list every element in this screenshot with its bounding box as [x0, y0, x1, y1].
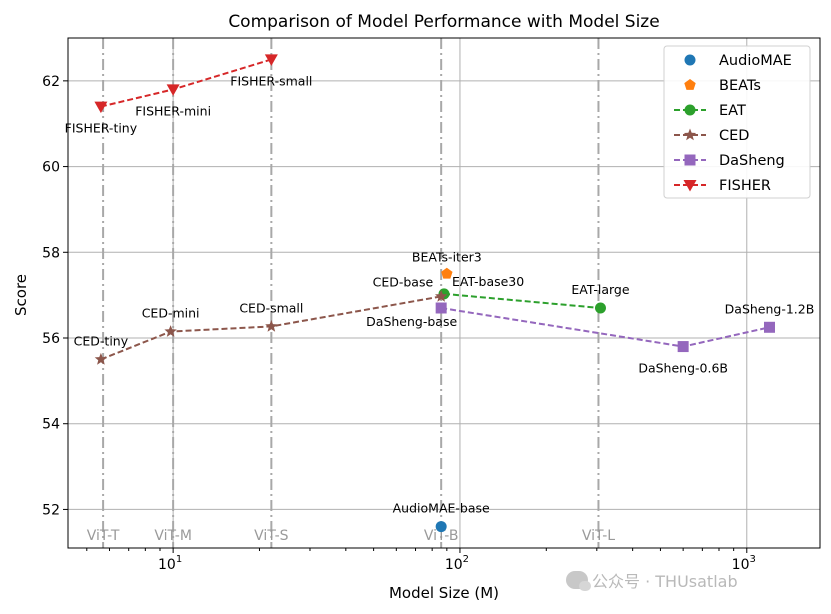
data-label: DaSheng-1.2B — [725, 301, 815, 316]
series-line-ced — [100, 295, 442, 361]
data-label: CED-base — [373, 274, 434, 289]
y-axis-label: Score — [12, 274, 30, 316]
reference-line-label: ViT-S — [254, 528, 288, 544]
point-eat — [594, 302, 606, 314]
legend-label-eat: EAT — [719, 103, 746, 119]
legend-marker-audiomae — [684, 54, 696, 66]
watermark: 公众号 · THUsatlab — [566, 568, 738, 592]
point-ced — [434, 289, 448, 302]
y-tick-label: 52 — [42, 502, 60, 518]
y-tick-label: 54 — [42, 417, 60, 433]
data-label: CED-tiny — [74, 333, 129, 348]
point-dasheng — [435, 302, 447, 314]
y-tick-label: 56 — [42, 331, 60, 347]
series-line-dasheng — [441, 307, 770, 348]
data-label: FISHER-mini — [135, 103, 211, 118]
legend-label-beats: BEATs — [719, 78, 761, 94]
legend-label-fisher: FISHER — [719, 178, 771, 194]
point-dasheng — [677, 341, 689, 353]
reference-line-label: ViT-B — [424, 528, 459, 544]
legend-label-audiomae: AudioMAE — [719, 53, 792, 69]
legend-marker-ced — [683, 128, 697, 141]
x-axis-label: Model Size (M) — [389, 584, 499, 602]
legend-box — [663, 45, 811, 199]
plot-area: ViT-T ViT-M ViT-S ViT-B ViT-L 52 54 56 58 60 62 101… — [42, 37, 821, 573]
point-fisher — [264, 54, 278, 66]
point-fisher — [166, 84, 180, 96]
point-ced — [265, 319, 278, 332]
axes-frame — [67, 37, 821, 549]
legend-marker-dasheng — [684, 154, 696, 166]
point-ced — [94, 352, 108, 365]
y-tick-label: 62 — [42, 74, 60, 90]
x-tick-label: 103 — [732, 554, 756, 573]
data-label: AudioMAE-base — [393, 501, 490, 516]
data-label: EAT-large — [571, 282, 629, 297]
point-fisher — [94, 101, 108, 114]
data-label: DaSheng-0.6B — [638, 361, 728, 376]
reference-line-label: ViT-L — [582, 528, 615, 544]
reference-line-label: ViT-M — [154, 528, 192, 544]
point-beats — [441, 267, 453, 279]
data-label: FISHER-small — [230, 73, 312, 88]
legend: AudioMAE BEATs EAT CED DaSheng FISHER — [663, 45, 811, 199]
data-label: FISHER-tiny — [65, 121, 138, 136]
y-tick-label: 60 — [42, 160, 60, 176]
data-label: DaSheng-base — [366, 314, 457, 329]
legend-label-ced: CED — [719, 128, 749, 144]
point-dasheng — [763, 321, 775, 333]
chart-title: Comparison of Model Performance with Mod… — [228, 12, 659, 32]
data-label: EAT-base30 — [452, 274, 524, 289]
data-label: BEATs-iter3 — [412, 250, 482, 265]
watermark-text: 公众号 · THUsatlab — [592, 572, 738, 591]
legend-label-dasheng: DaSheng — [719, 153, 785, 169]
data-label: CED-mini — [142, 306, 200, 321]
series-line-eat — [443, 292, 601, 309]
legend-marker-eat — [684, 104, 696, 116]
x-tick-label: 102 — [445, 554, 469, 573]
data-label: CED-small — [239, 300, 303, 315]
wechat-icon — [566, 571, 591, 591]
reference-line-label: ViT-T — [87, 528, 120, 544]
legend-marker-beats — [684, 79, 696, 90]
point-ced — [164, 325, 177, 337]
x-tick-label: 101 — [158, 554, 182, 573]
y-tick-label: 58 — [42, 245, 60, 261]
point-audiomae — [435, 521, 447, 533]
legend-marker-fisher — [683, 180, 697, 192]
